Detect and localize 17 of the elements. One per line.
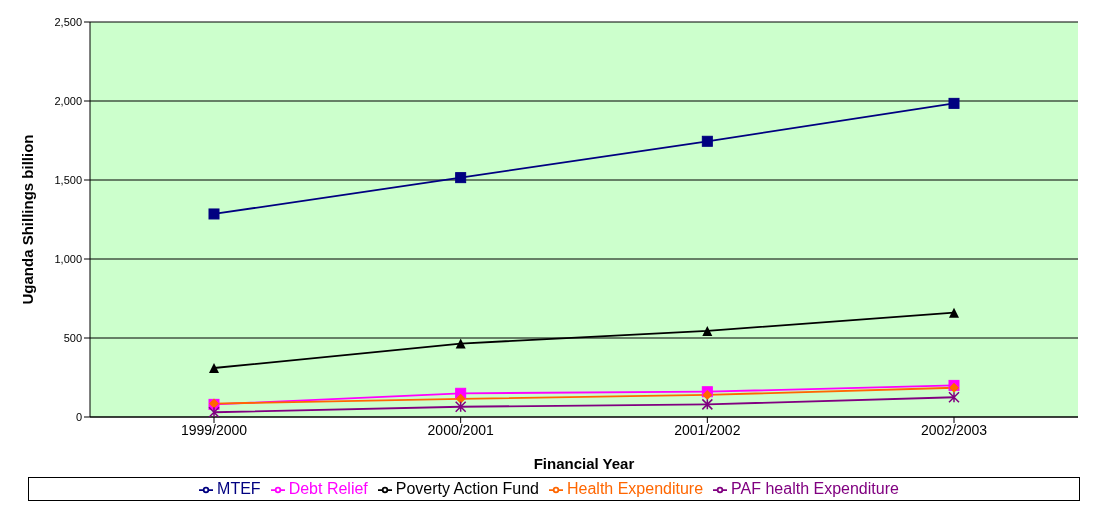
x-tick-label: 2000/2001 (427, 421, 494, 438)
y-tick-label: 0 (75, 410, 82, 423)
y-tick-label: 1,500 (54, 173, 82, 186)
y-tick-label: 2,000 (54, 94, 82, 107)
legend-label: Health Expenditure (566, 480, 704, 497)
legend-label: Debt Relief (288, 480, 368, 497)
x-tick-label: 1999/2000 (180, 421, 248, 438)
x-axis-title: Financial Year (533, 455, 635, 472)
x-tick-label: 2002/2003 (920, 421, 988, 438)
y-axis-title: Uganda Shillings billion (19, 134, 37, 305)
y-tick-label: 2,500 (54, 15, 82, 28)
y-tick-label: 1,000 (54, 252, 82, 265)
x-tick-label: 2001/2002 (674, 421, 741, 438)
legend-label: Poverty Action Fund (395, 480, 539, 497)
legend-label: PAF health Expenditure (731, 480, 899, 497)
y-tick-label: 500 (63, 331, 82, 344)
legend-label: MTEF (217, 480, 261, 497)
